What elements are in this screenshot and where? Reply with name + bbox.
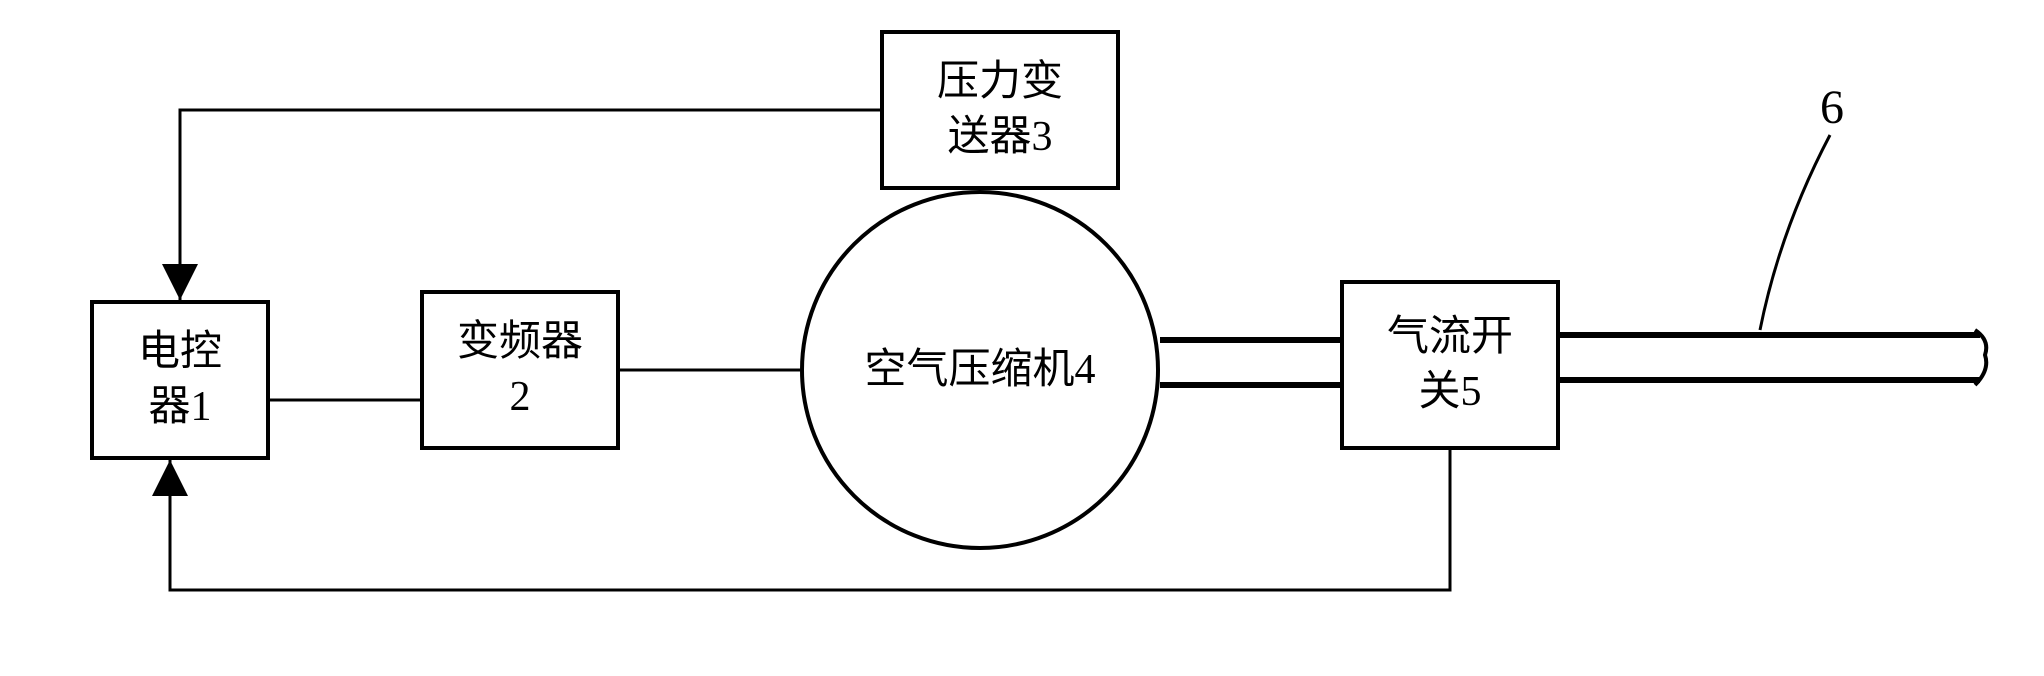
node-airflow-switch: 气流开关5 bbox=[1340, 280, 1560, 450]
pipe-end-bracket bbox=[1975, 330, 1986, 385]
node-pressure-transmitter-label: 压力变送器3 bbox=[937, 55, 1063, 164]
callout-six: 6 bbox=[1820, 80, 1844, 135]
node-pressure-transmitter: 压力变送器3 bbox=[880, 30, 1120, 190]
node-inverter: 变频器2 bbox=[420, 290, 620, 450]
node-controller-label: 电控器1 bbox=[138, 325, 222, 434]
edge-transmitter-to-controller bbox=[180, 110, 880, 300]
node-air-compressor: 空气压缩机4 bbox=[800, 190, 1160, 550]
edge-switch-to-controller bbox=[170, 450, 1450, 590]
node-controller: 电控器1 bbox=[90, 300, 270, 460]
callout-six-text: 6 bbox=[1820, 81, 1844, 134]
callout-leader bbox=[1760, 135, 1830, 330]
block-diagram: 压力变送器3 空气压缩机4 电控器1 变频器2 气流开关5 6 bbox=[0, 0, 2044, 676]
node-air-compressor-label: 空气压缩机4 bbox=[864, 343, 1095, 398]
node-inverter-label: 变频器2 bbox=[457, 315, 583, 424]
node-airflow-switch-label: 气流开关5 bbox=[1387, 310, 1513, 419]
